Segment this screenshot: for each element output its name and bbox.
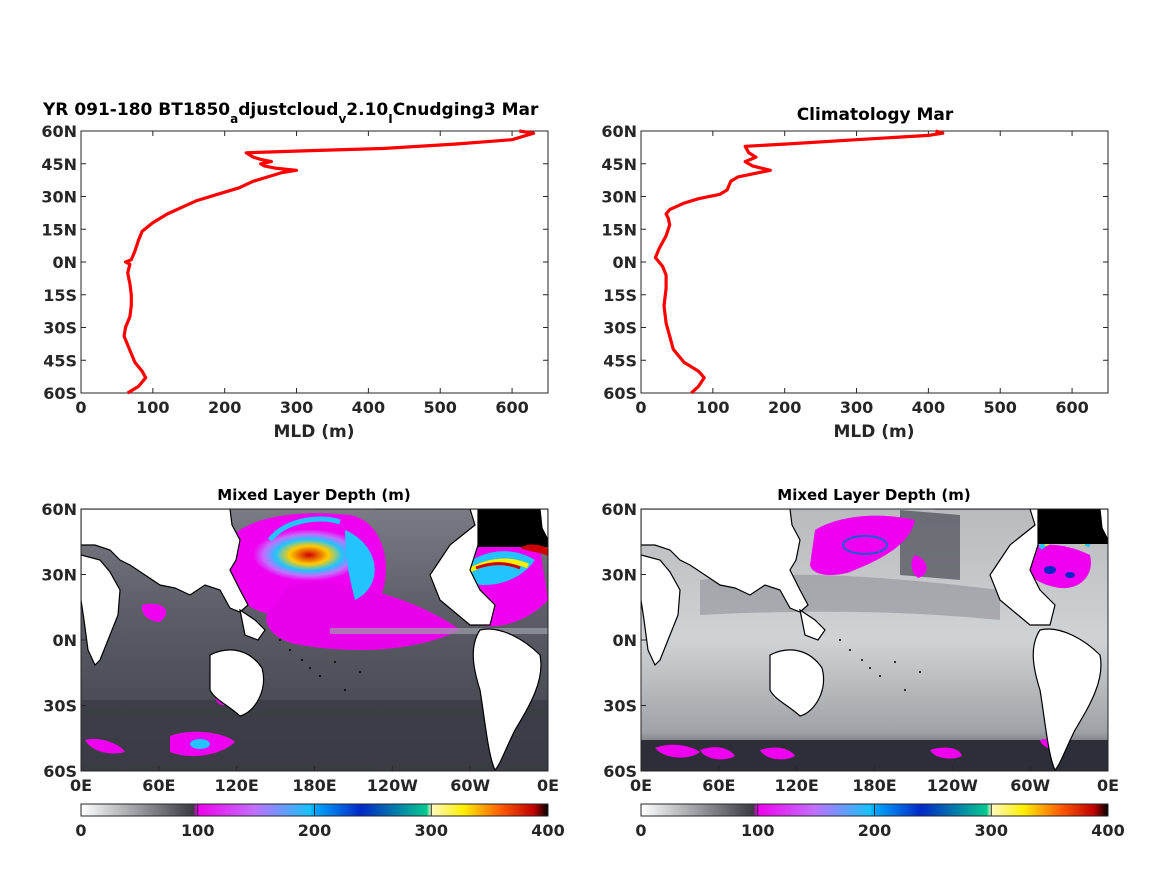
plot-frame-left bbox=[80, 130, 549, 394]
lon-tick-label: 60W bbox=[1010, 776, 1050, 795]
lon-tick-label: 120E bbox=[215, 776, 259, 795]
y-tick-label: 60N bbox=[601, 122, 637, 141]
colorbar-tick-label: 400 bbox=[531, 821, 564, 840]
chart-title-right: Climatology Mar bbox=[797, 105, 954, 125]
profile-chart-right: Climatology Mar 0 100 200 300 400 500 600 60S 45… bbox=[601, 105, 1109, 442]
map-title-right: Mixed Layer Depth (m) bbox=[777, 486, 970, 504]
lat-tick-label: 30S bbox=[43, 697, 77, 716]
map-right: Mixed Layer Depth (m) bbox=[601, 486, 1119, 795]
x-tick-label: 200 bbox=[208, 398, 241, 417]
colorbar-left: 0 100 200 300 400 bbox=[75, 803, 565, 840]
x-tick-label: 0 bbox=[635, 398, 646, 417]
lon-tick-label: 180E bbox=[292, 776, 336, 795]
lon-tick-label: 120W bbox=[927, 776, 978, 795]
colorbar-tick-label: 400 bbox=[1091, 821, 1124, 840]
lon-tick-label: 0E bbox=[630, 776, 652, 795]
y-tick-label: 0N bbox=[612, 253, 637, 272]
x-tick-label: 300 bbox=[840, 398, 873, 417]
lon-tick-label: 180E bbox=[852, 776, 896, 795]
y-tick-label: 0N bbox=[52, 253, 77, 272]
colorbar-tick-label: 200 bbox=[858, 821, 891, 840]
lat-tick-label: 60N bbox=[601, 500, 637, 519]
map-title-left: Mixed Layer Depth (m) bbox=[217, 486, 410, 504]
x-tick-label: 200 bbox=[768, 398, 801, 417]
y-tick-label: 15S bbox=[43, 286, 77, 305]
y-tick-label: 45S bbox=[603, 351, 637, 370]
lon-tick-label: 60W bbox=[450, 776, 490, 795]
x-tick-label: 400 bbox=[352, 398, 385, 417]
colorbar-tick-label: 200 bbox=[298, 821, 331, 840]
lat-tick-label: 0N bbox=[612, 631, 637, 650]
colorbar-tick-label: 300 bbox=[975, 821, 1008, 840]
lon-tick-label: 60E bbox=[142, 776, 175, 795]
y-tick-label: 45S bbox=[43, 351, 77, 370]
y-tick-label: 60S bbox=[603, 384, 637, 403]
lat-tick-label: 60N bbox=[41, 500, 77, 519]
lat-tick-label: 0N bbox=[52, 631, 77, 650]
lon-tick-label: 120E bbox=[775, 776, 819, 795]
lat-tick-label: 30N bbox=[41, 566, 77, 585]
colorbar-tick-label: 300 bbox=[415, 821, 448, 840]
colorbar-tick-label: 0 bbox=[75, 821, 86, 840]
y-tick-label: 45N bbox=[601, 155, 637, 174]
y-tick-label: 45N bbox=[41, 155, 77, 174]
lat-tick-label: 60S bbox=[603, 762, 637, 781]
x-tick-label: 500 bbox=[984, 398, 1017, 417]
lat-tick-label: 30S bbox=[603, 697, 637, 716]
x-tick-label: 100 bbox=[136, 398, 169, 417]
lon-tick-label: 120W bbox=[367, 776, 418, 795]
x-axis-label-right: MLD (m) bbox=[833, 422, 914, 442]
y-tick-label: 30S bbox=[43, 319, 77, 338]
mld-profile-line-right bbox=[653, 129, 945, 395]
lon-tick-label: 0E bbox=[537, 776, 559, 795]
lon-tick-label: 0E bbox=[70, 776, 92, 795]
plot-frame-right bbox=[640, 130, 1109, 394]
lon-tick-label: 60E bbox=[702, 776, 735, 795]
x-axis-label-left: MLD (m) bbox=[273, 422, 354, 442]
chart-title-left: YR 091-180 BT1850adjustcloudv2.10ICnudgi… bbox=[42, 100, 539, 126]
y-tick-label: 30N bbox=[41, 188, 77, 207]
lon-tick-label: 0E bbox=[1097, 776, 1119, 795]
lat-tick-label: 60S bbox=[43, 762, 77, 781]
y-tick-label: 15S bbox=[603, 286, 637, 305]
colorbar-tick-label: 100 bbox=[741, 821, 774, 840]
y-tick-label: 15N bbox=[41, 220, 77, 239]
x-tick-label: 300 bbox=[280, 398, 313, 417]
x-tick-label: 400 bbox=[912, 398, 945, 417]
continents-right bbox=[641, 509, 1108, 771]
x-tick-label: 500 bbox=[424, 398, 457, 417]
x-tick-label: 600 bbox=[1055, 398, 1088, 417]
continents-left bbox=[81, 509, 548, 771]
x-tick-label: 0 bbox=[75, 398, 86, 417]
colorbar-tick-label: 100 bbox=[181, 821, 214, 840]
x-tick-label: 600 bbox=[495, 398, 528, 417]
islands-right bbox=[839, 639, 921, 691]
y-tick-label: 15N bbox=[601, 220, 637, 239]
colorbar-tick-label: 0 bbox=[635, 821, 646, 840]
y-tick-label: 30S bbox=[603, 319, 637, 338]
colorbar-right: 0 100 200 300 400 bbox=[635, 803, 1125, 840]
y-tick-label: 60N bbox=[41, 122, 77, 141]
map-left: Mixed Layer Depth (m) bbox=[41, 486, 559, 795]
y-tick-label: 30N bbox=[601, 188, 637, 207]
lat-tick-label: 30N bbox=[601, 566, 637, 585]
x-tick-label: 100 bbox=[696, 398, 729, 417]
profile-chart-left: YR 091-180 BT1850adjustcloudv2.10ICnudgi… bbox=[41, 100, 549, 442]
islands-left bbox=[279, 639, 361, 691]
y-tick-label: 60S bbox=[43, 384, 77, 403]
mld-profile-line-left bbox=[122, 129, 536, 395]
